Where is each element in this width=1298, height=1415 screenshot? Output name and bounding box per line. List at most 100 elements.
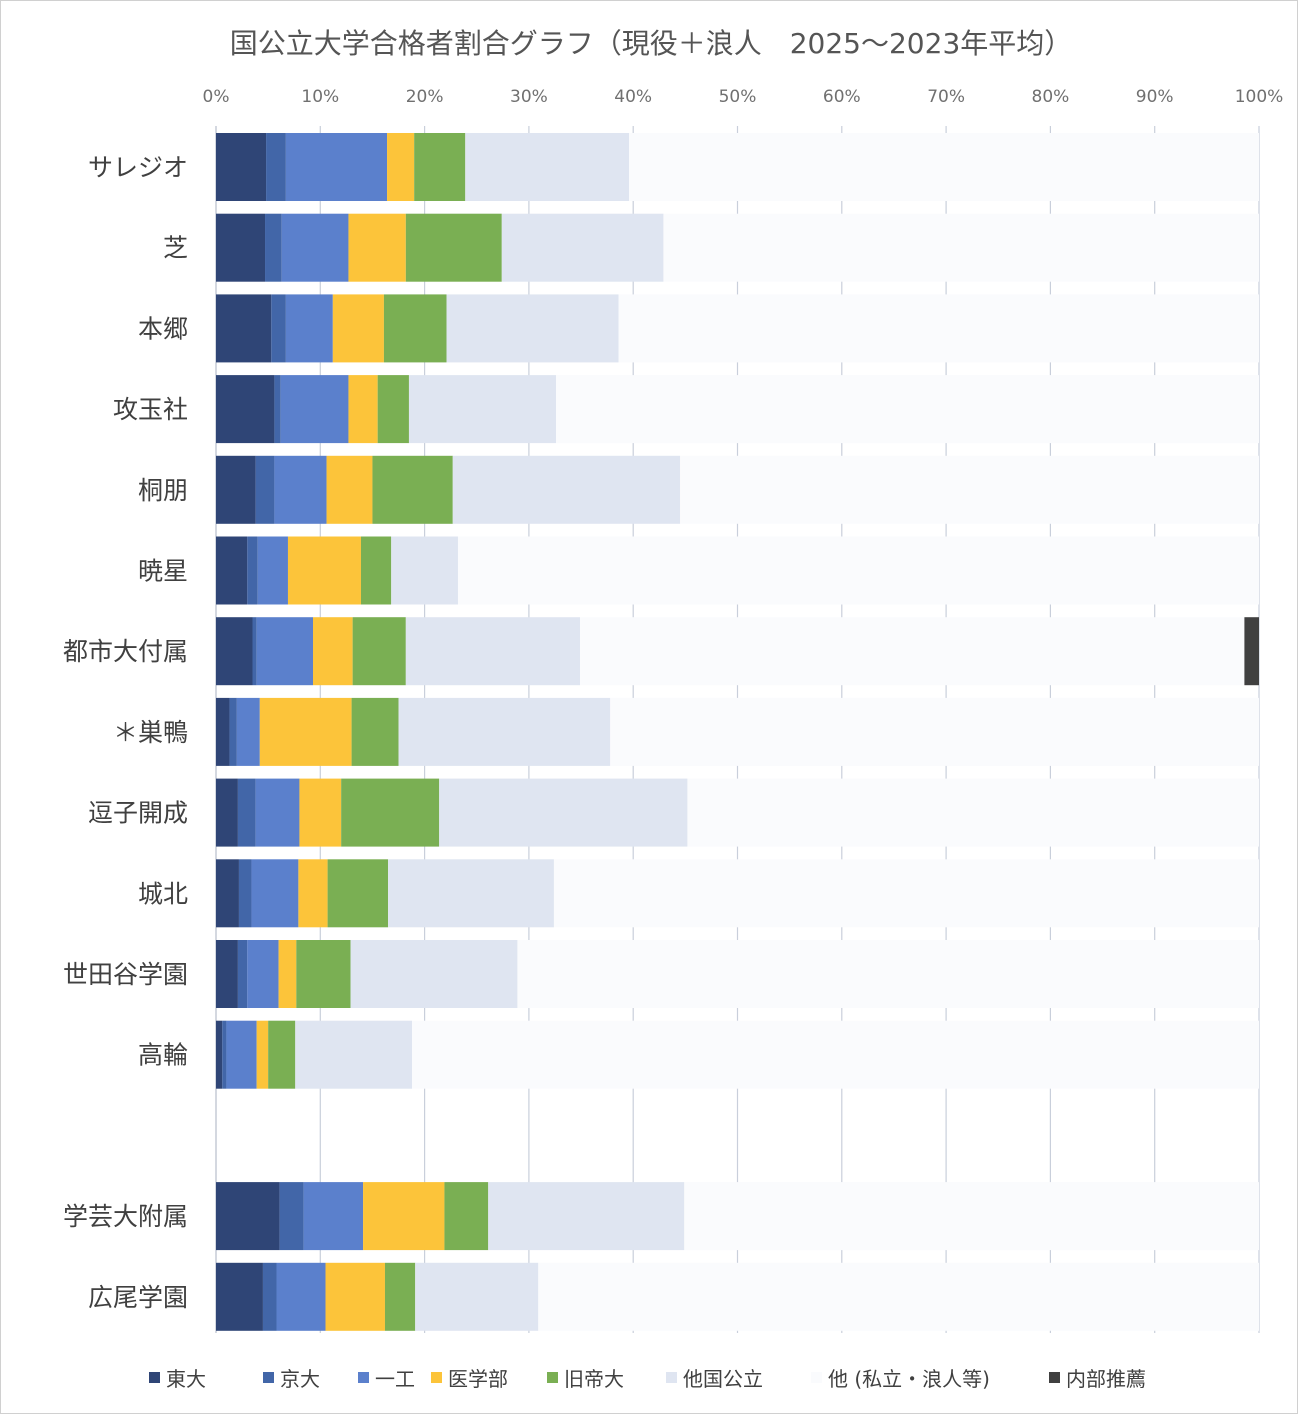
x-tick-label: 60% (823, 87, 861, 107)
bar-segment (391, 536, 458, 605)
category-label: 学芸大附属 (63, 1202, 188, 1231)
bar-segment (216, 294, 272, 363)
bar-segment (237, 940, 248, 1008)
x-tick-label: 50% (719, 87, 757, 107)
bar-segment (226, 1020, 257, 1089)
bar-segment (287, 536, 361, 605)
legend-label: 東大 (166, 1367, 206, 1391)
bar-segment (444, 1182, 489, 1251)
bar-segment (251, 859, 299, 928)
bar-segment (556, 375, 1259, 444)
bar-segment (538, 1262, 1259, 1331)
bar-segment (276, 1262, 326, 1331)
bar-segment (274, 455, 327, 524)
bar-segment (350, 940, 518, 1008)
bar-segment (465, 133, 630, 201)
bar-segment (274, 375, 281, 444)
bar-segment (255, 778, 300, 847)
x-tick-label: 100% (1235, 87, 1284, 107)
bar-segment (285, 133, 388, 201)
bar-segment (312, 617, 353, 686)
bar-segment (618, 294, 1259, 363)
category-label: 高輪 (138, 1041, 188, 1070)
bar-segment (256, 1020, 269, 1089)
x-axis-tick-labels: 0% 10% 20% 30% 40% 50% 60% 70% 80% 90% 100% (203, 87, 1284, 107)
legend-swatch (149, 1372, 160, 1383)
x-tick-label: 0% (203, 87, 230, 107)
bar-segment (262, 1262, 277, 1331)
bar-segment (247, 536, 258, 605)
bar-segment (332, 294, 384, 363)
bar-segment (238, 859, 252, 928)
bar-segment (488, 1182, 685, 1251)
bar-segment (325, 1262, 385, 1331)
bar-segment (348, 375, 378, 444)
bar-segment (553, 859, 1259, 928)
bar-segment (687, 778, 1259, 847)
bar-segment (580, 617, 1245, 686)
category-label: 城北 (138, 879, 188, 908)
bar-segment (327, 859, 389, 928)
bar-segment (414, 133, 466, 201)
legend-swatch (263, 1372, 274, 1383)
bar-segment (684, 1182, 1259, 1251)
legend-swatch (1049, 1372, 1060, 1383)
legend-swatch (547, 1372, 558, 1383)
bar-segment (408, 375, 557, 444)
bar-segment (280, 375, 349, 444)
x-tick-label: 40% (614, 87, 652, 107)
bar-segment (439, 778, 688, 847)
x-tick-label: 10% (301, 87, 339, 107)
legend-label: 医学部 (448, 1367, 508, 1391)
bar-segment (285, 294, 333, 363)
bar-segment (229, 697, 237, 766)
legend: 東大 京大 一工 医学部 旧帝大 他国公立 他 (私立・浪人等) 内部推薦 (149, 1367, 1146, 1391)
legend-label: 内部推薦 (1066, 1367, 1146, 1391)
bar-segment (610, 697, 1259, 766)
bar-segment (387, 133, 415, 201)
bar-segment (629, 133, 1259, 201)
bar-segment (663, 213, 1259, 282)
legend-swatch (358, 1372, 369, 1383)
bar-segment (415, 1262, 539, 1331)
bar-segment (398, 697, 611, 766)
category-label: 世田谷学園 (63, 960, 188, 989)
category-label: 桐朋 (138, 476, 188, 505)
bar-segment (255, 455, 275, 524)
bar-segment (216, 536, 248, 605)
bar-segment (363, 1182, 445, 1251)
legend-swatch (811, 1372, 822, 1383)
bar-segment (446, 294, 619, 363)
bar-segment (295, 1020, 413, 1089)
bar-segment (298, 859, 328, 928)
category-label: 都市大付属 (63, 637, 188, 666)
bar-segment (216, 375, 275, 444)
bar-segment (237, 778, 256, 847)
bar-segment (383, 294, 447, 363)
category-label: 広尾学園 (88, 1283, 188, 1312)
bar-segment (222, 1020, 227, 1089)
bar-segment (216, 617, 253, 686)
bar-segment (341, 778, 440, 847)
bar-segment (303, 1182, 364, 1251)
bar-segment (405, 617, 581, 686)
bar-segment (452, 455, 681, 524)
legend-label: 一工 (375, 1367, 415, 1391)
category-label: 本郷 (138, 314, 188, 343)
category-label: サレジオ (88, 153, 188, 182)
bar-segment (501, 213, 664, 282)
legend-label: 他国公立 (683, 1367, 763, 1391)
bar-segment (271, 294, 286, 363)
bar-segment (388, 859, 554, 928)
category-label: 攻玉社 (113, 395, 188, 424)
bars (216, 133, 1260, 1331)
bar-segment (360, 536, 392, 605)
bar-segment (351, 697, 399, 766)
bar-segment (457, 536, 1259, 605)
bar-segment (412, 1020, 1260, 1089)
x-tick-label: 30% (510, 87, 548, 107)
x-tick-label: 70% (927, 87, 965, 107)
